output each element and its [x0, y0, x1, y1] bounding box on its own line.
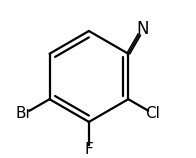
Text: Br: Br — [16, 106, 33, 121]
Text: Cl: Cl — [145, 106, 160, 121]
Text: F: F — [84, 142, 93, 157]
Text: N: N — [136, 20, 149, 38]
